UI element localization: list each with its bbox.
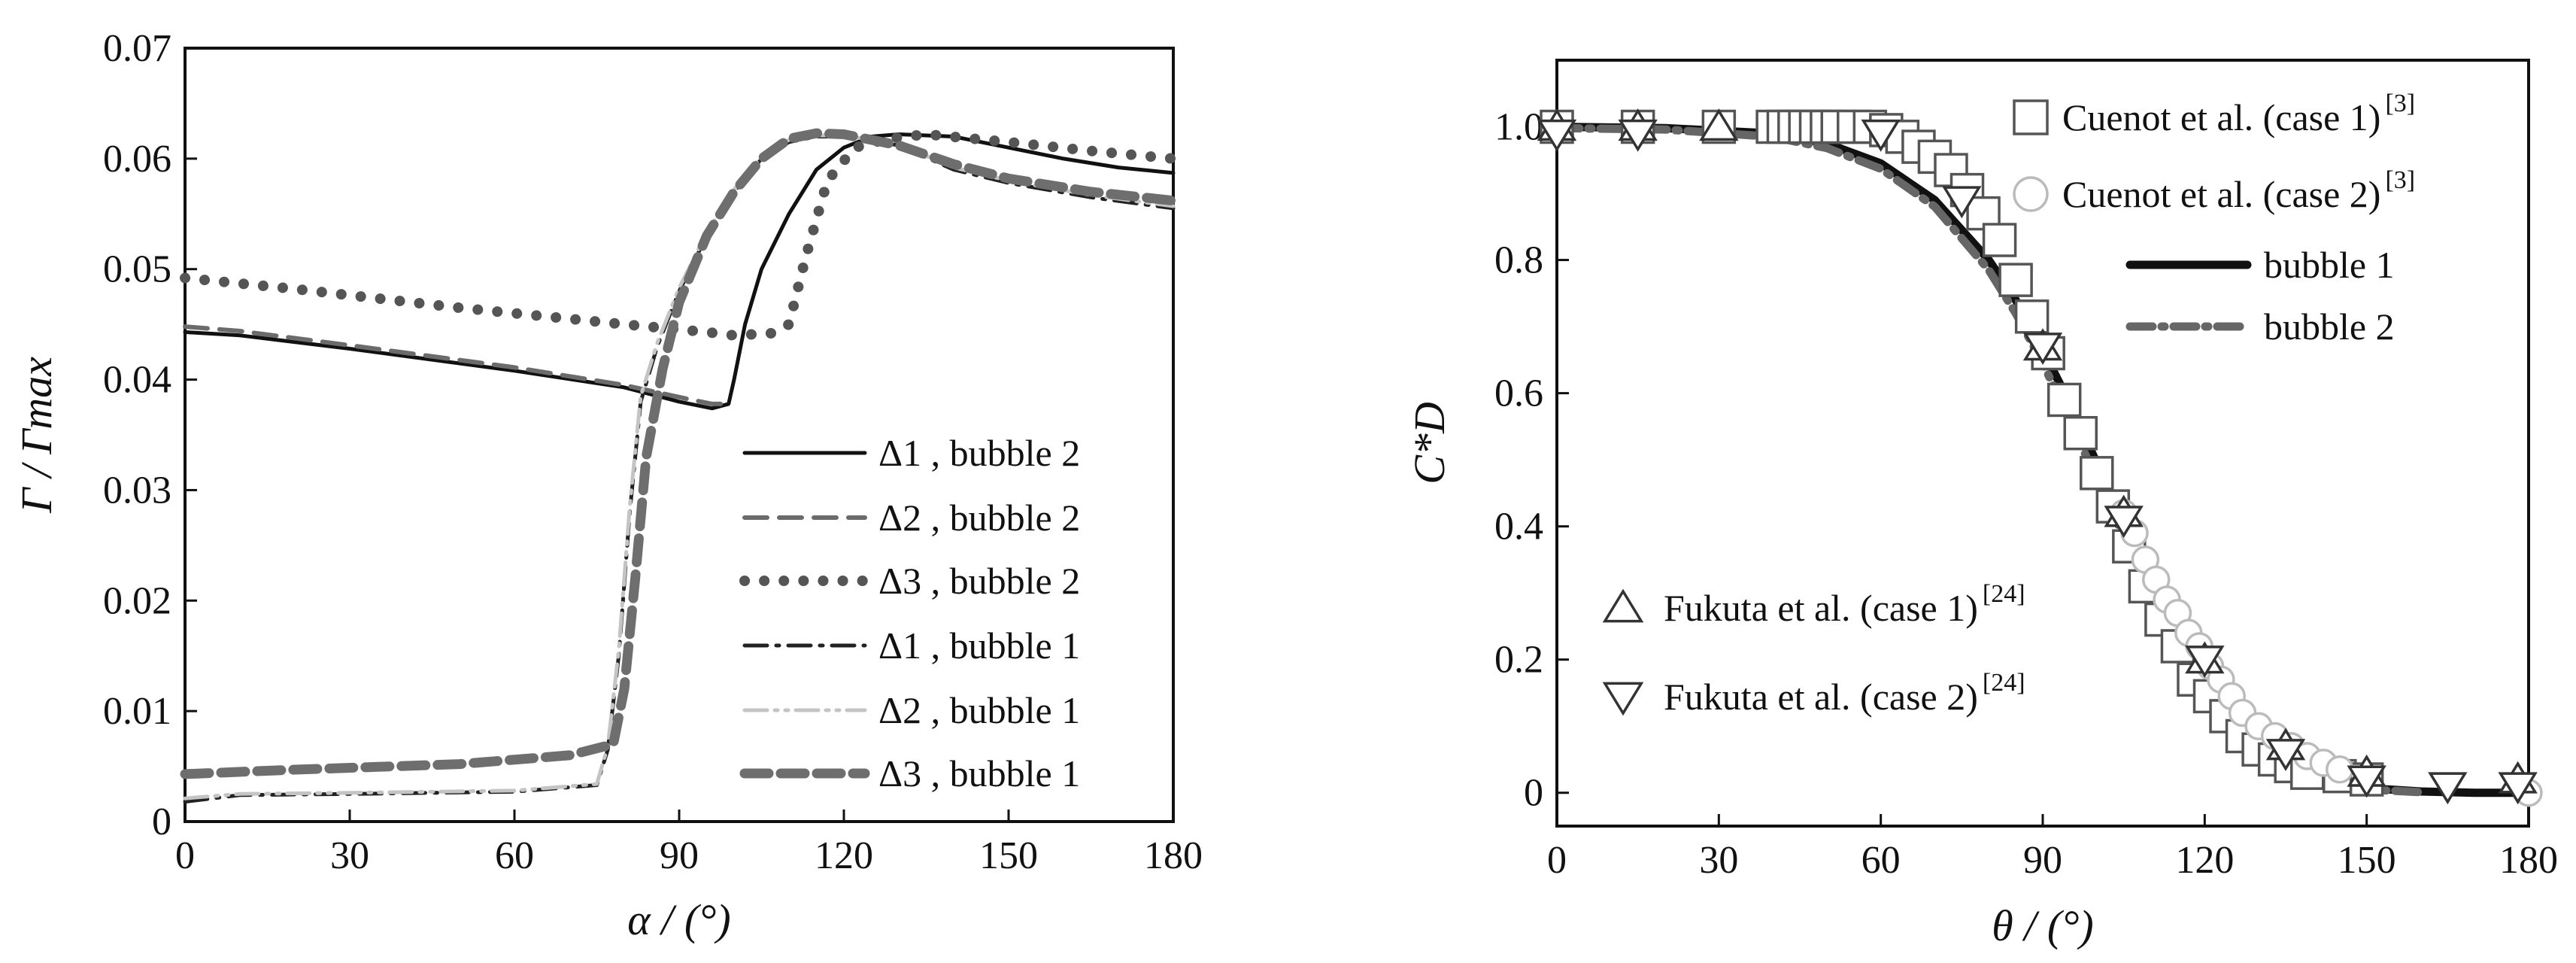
x-axis-title: α / (°) [627,895,730,944]
legend-label: Fukuta et al. (case 2) [1664,676,1978,718]
data-point-triangle-down [1537,119,1577,152]
x-tick-label: 30 [1699,839,1738,882]
data-point-square [1982,223,2017,257]
x-tick-label: 180 [2499,839,2558,882]
chart-left: 0 30 60 90 120 150 180 0 0.01 0.02 0.03 0.04 0.05 0.0… [12,27,1203,944]
data-point-triangle-down [2185,646,2225,679]
data-point-triangle-down [2104,506,2144,539]
y-tick-label: 0.03 [103,469,171,512]
x-tick-label: 150 [2338,839,2396,882]
data-point-square [2063,415,2098,451]
x-tick-label: 180 [1144,834,1203,877]
legend-marker-triangle-down [1602,682,1644,716]
x-axis-title: θ / (°) [1992,901,2093,950]
legend-reference: [3] [2385,90,2415,117]
data-point-square [2014,299,2050,334]
y-tick-label: 0.04 [103,359,171,402]
x-tick-label: 150 [979,834,1038,877]
legend-label-3: Δ3 , bubble 2 [878,560,1080,602]
legend-marker-circle [2013,176,2049,212]
x-tick-label: 90 [2023,839,2062,882]
data-point-triangle-down [1861,119,1901,152]
x-tick-label: 120 [2175,839,2234,882]
legend-label-4: Δ1 , bubble 1 [878,624,1080,667]
y-tick-label: 0 [1524,772,1543,815]
chart-right: 0 30 60 90 120 150 180 0 0.2 0.4 0.6 0.8 1.0 θ / (°) C… [1405,59,2558,950]
x-tick-label: 90 [660,834,699,877]
legend-label-5: Δ2 , bubble 1 [878,689,1080,731]
data-point-triangle-down [2265,739,2306,771]
series-line-6 [180,128,1179,779]
x-tick-label: 0 [175,834,195,877]
legend-marker-square [2013,99,2049,135]
data-point-triangle-down [1942,186,1982,219]
legend-reference: [24] [1983,669,2025,697]
data-point-circle [2326,755,2354,784]
data-point-triangle-down [2428,772,2468,805]
data-point-triangle-up [1699,108,1739,141]
y-axis-title: Γ / Γmax [12,357,61,514]
legend-label: Cuenot et al. (case 2) [2062,173,2380,215]
y-tick-label: 0.06 [103,138,171,181]
legend-label: bubble 2 [2264,305,2395,348]
y-tick-label: 0.05 [103,248,171,291]
legend-reference: [24] [1983,580,2025,608]
x-tick-label: 30 [330,834,369,877]
x-tick-label: 120 [815,834,873,877]
y-tick-label: 0.07 [103,27,171,70]
y-tick-label: 0.6 [1494,372,1543,415]
legend-label: bubble 1 [2264,244,2395,286]
y-tick-label: 1.0 [1494,106,1543,149]
legend-reference: [3] [2385,166,2415,194]
y-tick-label: 0.8 [1494,239,1543,282]
series-line-3 [180,129,1179,341]
x-tick-label: 60 [1861,839,1901,882]
legend-label-6: Δ3 , bubble 1 [878,752,1080,794]
legend-label-1: Δ1 , bubble 2 [878,432,1080,474]
y-tick-label: 0.02 [103,579,171,622]
legend-label-2: Δ2 , bubble 2 [878,497,1080,539]
y-tick-label: 0.2 [1494,639,1543,682]
legend-marker-triangle-up [1602,588,1644,623]
y-tick-label: 0 [152,800,171,843]
data-point-square [1998,263,2033,297]
data-point-triangle-down [2347,765,2386,798]
x-tick-label: 0 [1547,839,1567,882]
y-tick-label: 0.01 [103,690,171,733]
series-line-2 [183,324,726,406]
y-axis-title: C*D [1405,402,1454,485]
legend-label: Cuenot et al. (case 1) [2062,96,2380,138]
data-point-triangle-down [2022,333,2063,365]
series-line-1 [183,132,1176,411]
data-point-square [2080,456,2114,491]
data-point-triangle-down [2498,772,2538,805]
y-tick-label: 0.4 [1494,506,1543,548]
legend-label: Fukuta et al. (case 1) [1664,587,1978,629]
data-point-square [2047,382,2082,418]
x-tick-label: 60 [495,834,534,877]
data-point-triangle-down [1618,119,1658,152]
